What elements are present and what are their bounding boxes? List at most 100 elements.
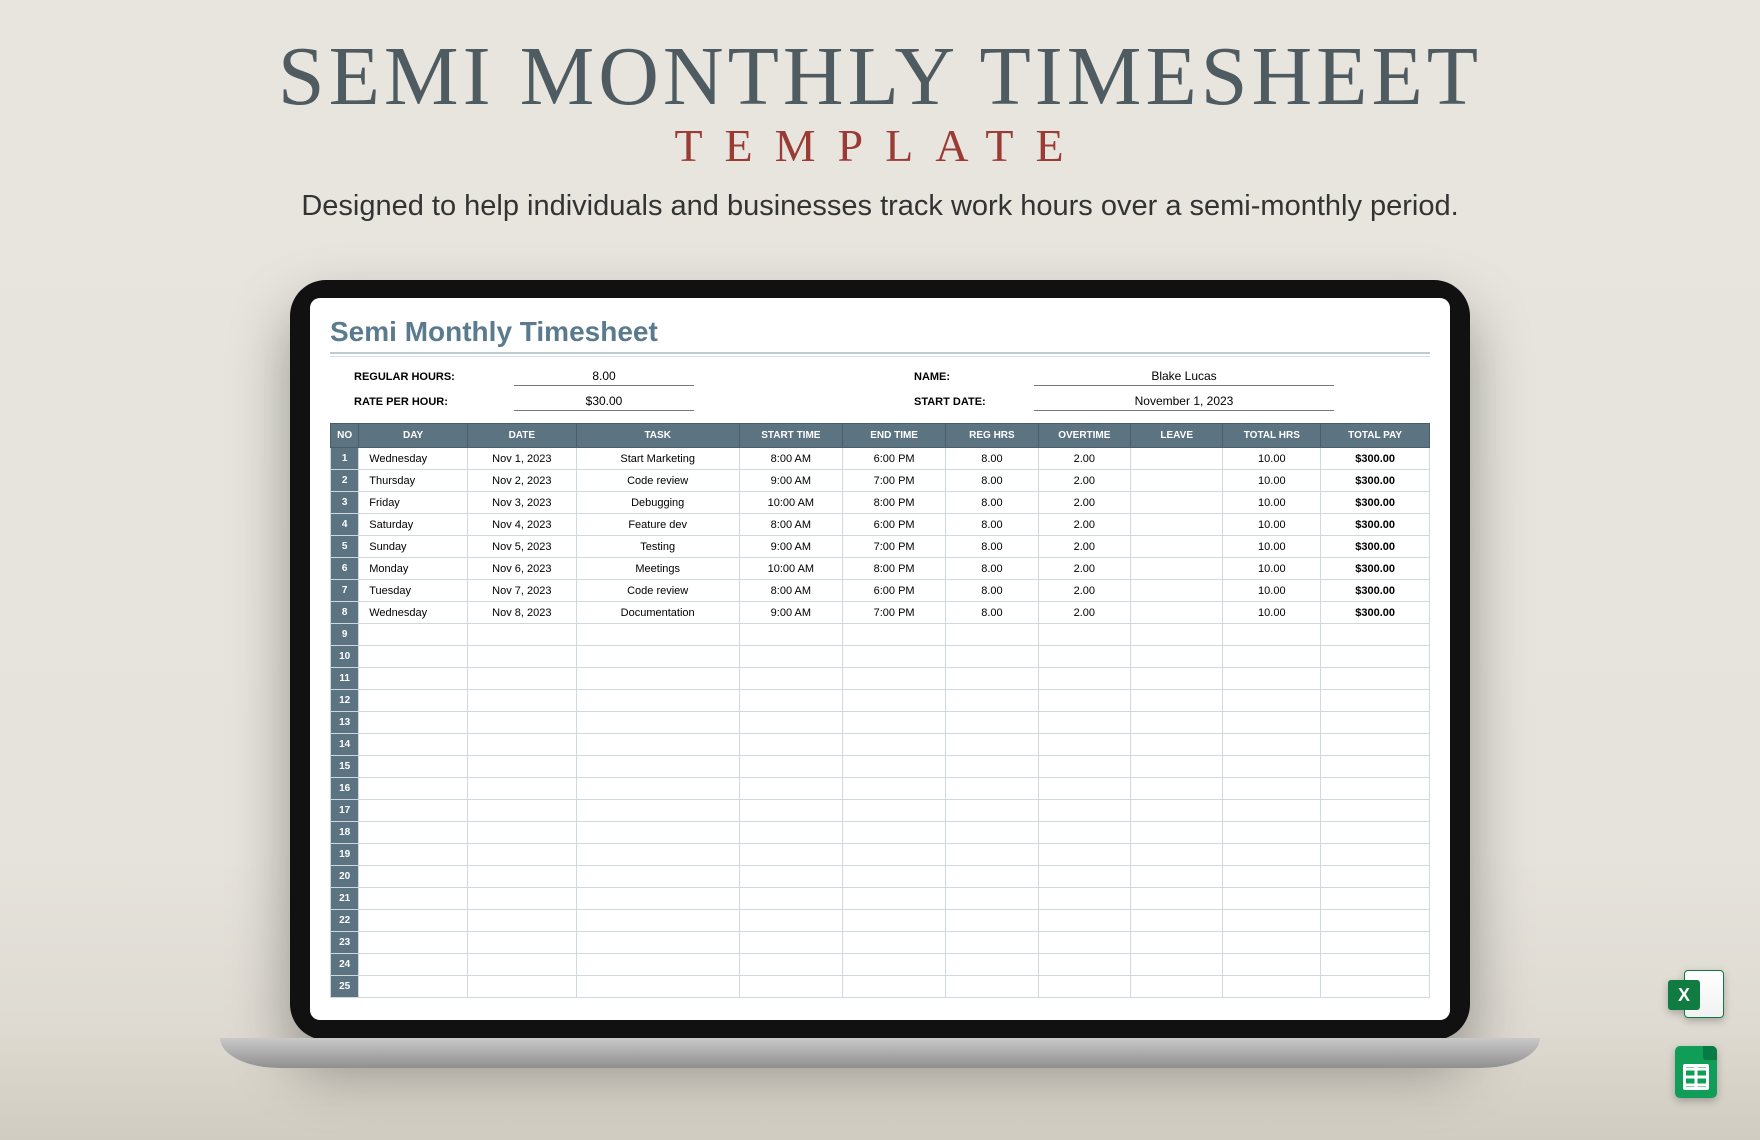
cell-empty bbox=[1223, 800, 1321, 822]
cell-empty bbox=[946, 624, 1038, 646]
hero-description: Designed to help individuals and busines… bbox=[0, 190, 1760, 223]
cell-date: Nov 5, 2023 bbox=[467, 536, 576, 558]
sheet-title: Semi Monthly Timesheet bbox=[330, 316, 1430, 348]
col-header: REG HRS bbox=[946, 424, 1038, 448]
table-row: 2ThursdayNov 2, 2023Code review9:00 AM7:… bbox=[331, 470, 1430, 492]
table-row-empty: 17 bbox=[331, 800, 1430, 822]
cell-end: 8:00 PM bbox=[842, 492, 945, 514]
cell-empty bbox=[1321, 800, 1430, 822]
cell-date: Nov 3, 2023 bbox=[467, 492, 576, 514]
cell-date: Nov 6, 2023 bbox=[467, 558, 576, 580]
cell-empty bbox=[739, 888, 842, 910]
cell-empty bbox=[1223, 976, 1321, 998]
cell-start: 8:00 AM bbox=[739, 448, 842, 470]
cell-empty bbox=[1223, 756, 1321, 778]
cell-empty bbox=[946, 910, 1038, 932]
cell-empty bbox=[359, 954, 468, 976]
cell-empty bbox=[739, 734, 842, 756]
row-number: 25 bbox=[331, 976, 359, 998]
rate-value: $30.00 bbox=[514, 392, 694, 411]
cell-task: Feature dev bbox=[576, 514, 739, 536]
cell-empty bbox=[467, 624, 576, 646]
cell-empty bbox=[1321, 712, 1430, 734]
cell-empty bbox=[739, 646, 842, 668]
laptop-screen: Semi Monthly Timesheet REGULAR HOURS: 8.… bbox=[310, 298, 1450, 1020]
cell-empty bbox=[1223, 954, 1321, 976]
cell-empty bbox=[1223, 866, 1321, 888]
row-number: 2 bbox=[331, 470, 359, 492]
cell-empty bbox=[1321, 734, 1430, 756]
row-number: 15 bbox=[331, 756, 359, 778]
divider-thick bbox=[330, 352, 1430, 354]
row-number: 9 bbox=[331, 624, 359, 646]
cell-end: 6:00 PM bbox=[842, 580, 945, 602]
timesheet-table: NODAYDATETASKSTART TIMEEND TIMEREG HRSOV… bbox=[330, 423, 1430, 998]
cell-empty bbox=[467, 734, 576, 756]
row-number: 24 bbox=[331, 954, 359, 976]
cell-empty bbox=[1223, 712, 1321, 734]
cell-day: Tuesday bbox=[359, 580, 468, 602]
cell-empty bbox=[842, 976, 945, 998]
cell-empty bbox=[1038, 954, 1130, 976]
table-row: 1WednesdayNov 1, 2023Start Marketing8:00… bbox=[331, 448, 1430, 470]
cell-date: Nov 4, 2023 bbox=[467, 514, 576, 536]
cell-empty bbox=[1131, 800, 1223, 822]
cell-empty bbox=[739, 778, 842, 800]
table-row-empty: 9 bbox=[331, 624, 1430, 646]
cell-end: 6:00 PM bbox=[842, 514, 945, 536]
cell-pay: $300.00 bbox=[1321, 448, 1430, 470]
cell-empty bbox=[359, 690, 468, 712]
cell-empty bbox=[1223, 646, 1321, 668]
cell-date: Nov 8, 2023 bbox=[467, 602, 576, 624]
row-number: 12 bbox=[331, 690, 359, 712]
cell-empty bbox=[946, 888, 1038, 910]
cell-empty bbox=[467, 866, 576, 888]
cell-empty bbox=[739, 756, 842, 778]
cell-empty bbox=[1321, 756, 1430, 778]
cell-empty bbox=[1321, 888, 1430, 910]
cell-pay: $300.00 bbox=[1321, 470, 1430, 492]
cell-empty bbox=[1321, 822, 1430, 844]
cell-empty bbox=[739, 844, 842, 866]
cell-empty bbox=[576, 888, 739, 910]
cell-empty bbox=[1131, 646, 1223, 668]
cell-total: 10.00 bbox=[1223, 536, 1321, 558]
row-number: 23 bbox=[331, 932, 359, 954]
cell-empty bbox=[842, 668, 945, 690]
cell-empty bbox=[842, 866, 945, 888]
cell-ot: 2.00 bbox=[1038, 514, 1130, 536]
cell-empty bbox=[842, 646, 945, 668]
cell-empty bbox=[1038, 690, 1130, 712]
cell-empty bbox=[576, 734, 739, 756]
col-header: START TIME bbox=[739, 424, 842, 448]
cell-empty bbox=[739, 624, 842, 646]
startdate-value: November 1, 2023 bbox=[1034, 392, 1334, 411]
cell-empty bbox=[1131, 712, 1223, 734]
cell-task: Start Marketing bbox=[576, 448, 739, 470]
cell-empty bbox=[1038, 932, 1130, 954]
table-header: NODAYDATETASKSTART TIMEEND TIMEREG HRSOV… bbox=[331, 424, 1430, 448]
row-number: 10 bbox=[331, 646, 359, 668]
cell-pay: $300.00 bbox=[1321, 514, 1430, 536]
cell-empty bbox=[946, 668, 1038, 690]
cell-empty bbox=[842, 734, 945, 756]
cell-leave bbox=[1131, 448, 1223, 470]
cell-empty bbox=[1131, 866, 1223, 888]
cell-empty bbox=[576, 822, 739, 844]
cell-empty bbox=[576, 910, 739, 932]
cell-ot: 2.00 bbox=[1038, 536, 1130, 558]
file-type-icons: X bbox=[1668, 966, 1724, 1100]
cell-day: Wednesday bbox=[359, 602, 468, 624]
table-row-empty: 14 bbox=[331, 734, 1430, 756]
cell-date: Nov 1, 2023 bbox=[467, 448, 576, 470]
cell-empty bbox=[359, 624, 468, 646]
col-header: OVERTIME bbox=[1038, 424, 1130, 448]
regular-hours-value: 8.00 bbox=[514, 367, 694, 386]
cell-empty bbox=[946, 646, 1038, 668]
cell-empty bbox=[946, 778, 1038, 800]
cell-day: Sunday bbox=[359, 536, 468, 558]
cell-empty bbox=[1038, 756, 1130, 778]
row-number: 8 bbox=[331, 602, 359, 624]
cell-reg: 8.00 bbox=[946, 602, 1038, 624]
cell-pay: $300.00 bbox=[1321, 580, 1430, 602]
